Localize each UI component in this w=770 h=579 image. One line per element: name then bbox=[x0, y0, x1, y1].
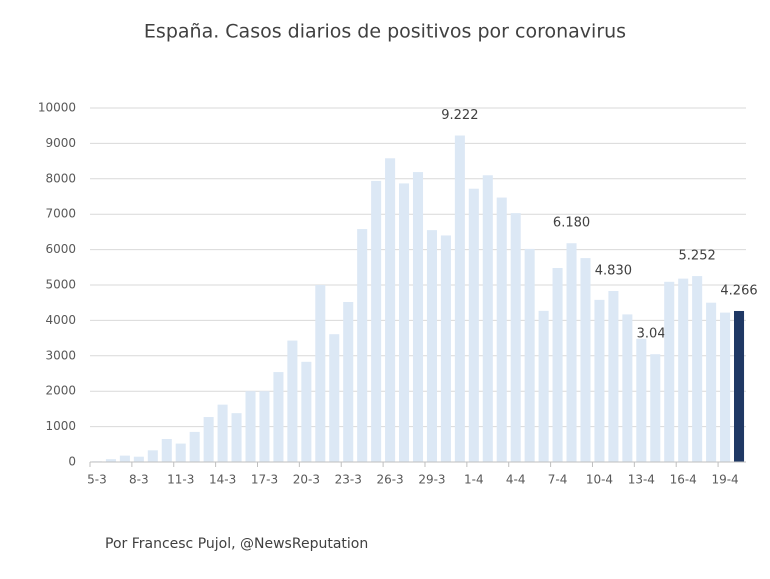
bar bbox=[105, 459, 116, 462]
bar bbox=[287, 340, 298, 462]
x-tick-label: 16-4 bbox=[670, 473, 697, 487]
y-tick-label: 4000 bbox=[45, 313, 76, 327]
bar bbox=[245, 391, 256, 462]
x-tick-label: 7-4 bbox=[548, 473, 568, 487]
y-tick-label: 10000 bbox=[38, 101, 76, 115]
chart-title: España. Casos diarios de positivos por c… bbox=[144, 21, 626, 43]
bar bbox=[231, 413, 242, 462]
x-tick-label: 14-3 bbox=[209, 473, 236, 487]
bar bbox=[399, 183, 410, 463]
y-tick-label: 9000 bbox=[45, 136, 76, 150]
bar bbox=[133, 456, 144, 462]
x-tick-label: 20-3 bbox=[293, 473, 320, 487]
value-label: 9.222 bbox=[441, 108, 478, 123]
bar bbox=[636, 338, 647, 462]
bar bbox=[622, 314, 633, 462]
x-tick-label: 13-4 bbox=[628, 473, 655, 487]
bar bbox=[329, 334, 340, 462]
bar bbox=[468, 188, 479, 462]
x-tick-label: 23-3 bbox=[335, 473, 362, 487]
bar bbox=[343, 301, 354, 462]
y-tick-label: 0 bbox=[68, 455, 76, 469]
y-tick-label: 3000 bbox=[45, 348, 76, 362]
footer: Por Francesc Pujol, @NewsReputation bbox=[105, 536, 368, 552]
bar bbox=[580, 258, 591, 462]
y-tick-label: 7000 bbox=[45, 207, 76, 221]
bar bbox=[678, 278, 689, 462]
bar bbox=[301, 361, 312, 462]
bar bbox=[552, 268, 563, 462]
x-tick-label: 10-4 bbox=[586, 473, 613, 487]
y-tick-label: 8000 bbox=[45, 171, 76, 185]
bar bbox=[357, 229, 368, 462]
bar bbox=[454, 135, 465, 462]
bar bbox=[175, 443, 186, 462]
bar bbox=[315, 285, 326, 462]
bar bbox=[733, 310, 745, 462]
bar bbox=[273, 372, 284, 462]
x-tick-label: 1-4 bbox=[464, 473, 484, 487]
bar bbox=[650, 354, 661, 462]
x-tick-label: 29-3 bbox=[418, 473, 445, 487]
bar bbox=[440, 235, 451, 462]
bar bbox=[412, 172, 424, 462]
value-label: 4.266 bbox=[720, 283, 757, 298]
value-label: 5.252 bbox=[679, 249, 716, 264]
value-label: 6.180 bbox=[553, 216, 590, 231]
y-tick-label: 5000 bbox=[45, 278, 76, 292]
bar bbox=[664, 281, 675, 462]
bar bbox=[259, 391, 270, 462]
bar bbox=[189, 431, 200, 462]
bar bbox=[538, 310, 549, 462]
bar bbox=[692, 276, 703, 462]
bar bbox=[385, 158, 396, 462]
bar bbox=[371, 180, 382, 462]
x-tick-label: 4-4 bbox=[506, 473, 526, 487]
x-tick-label: 19-4 bbox=[711, 473, 738, 487]
x-tick-label: 5-3 bbox=[87, 473, 107, 487]
bar bbox=[510, 213, 521, 462]
bar bbox=[594, 299, 605, 462]
bar bbox=[203, 417, 214, 462]
y-tick-label: 2000 bbox=[45, 384, 76, 398]
bar bbox=[147, 450, 158, 462]
bar bbox=[524, 248, 535, 462]
x-tick-label: 26-3 bbox=[376, 473, 403, 487]
bar bbox=[566, 243, 577, 462]
x-tick-label: 17-3 bbox=[251, 473, 278, 487]
bar bbox=[720, 312, 731, 462]
x-tick-label: 8-3 bbox=[129, 473, 149, 487]
bar bbox=[706, 302, 717, 462]
bar bbox=[482, 175, 493, 462]
bar bbox=[119, 455, 130, 462]
y-tick-label: 1000 bbox=[45, 419, 76, 433]
y-tick-label: 6000 bbox=[45, 242, 76, 256]
x-tick-label: 11-3 bbox=[167, 473, 194, 487]
bar bbox=[217, 404, 228, 462]
bar bbox=[161, 438, 172, 462]
value-label: 4.830 bbox=[595, 264, 632, 279]
bar bbox=[426, 230, 437, 462]
bar bbox=[608, 291, 619, 462]
bar bbox=[496, 197, 507, 462]
